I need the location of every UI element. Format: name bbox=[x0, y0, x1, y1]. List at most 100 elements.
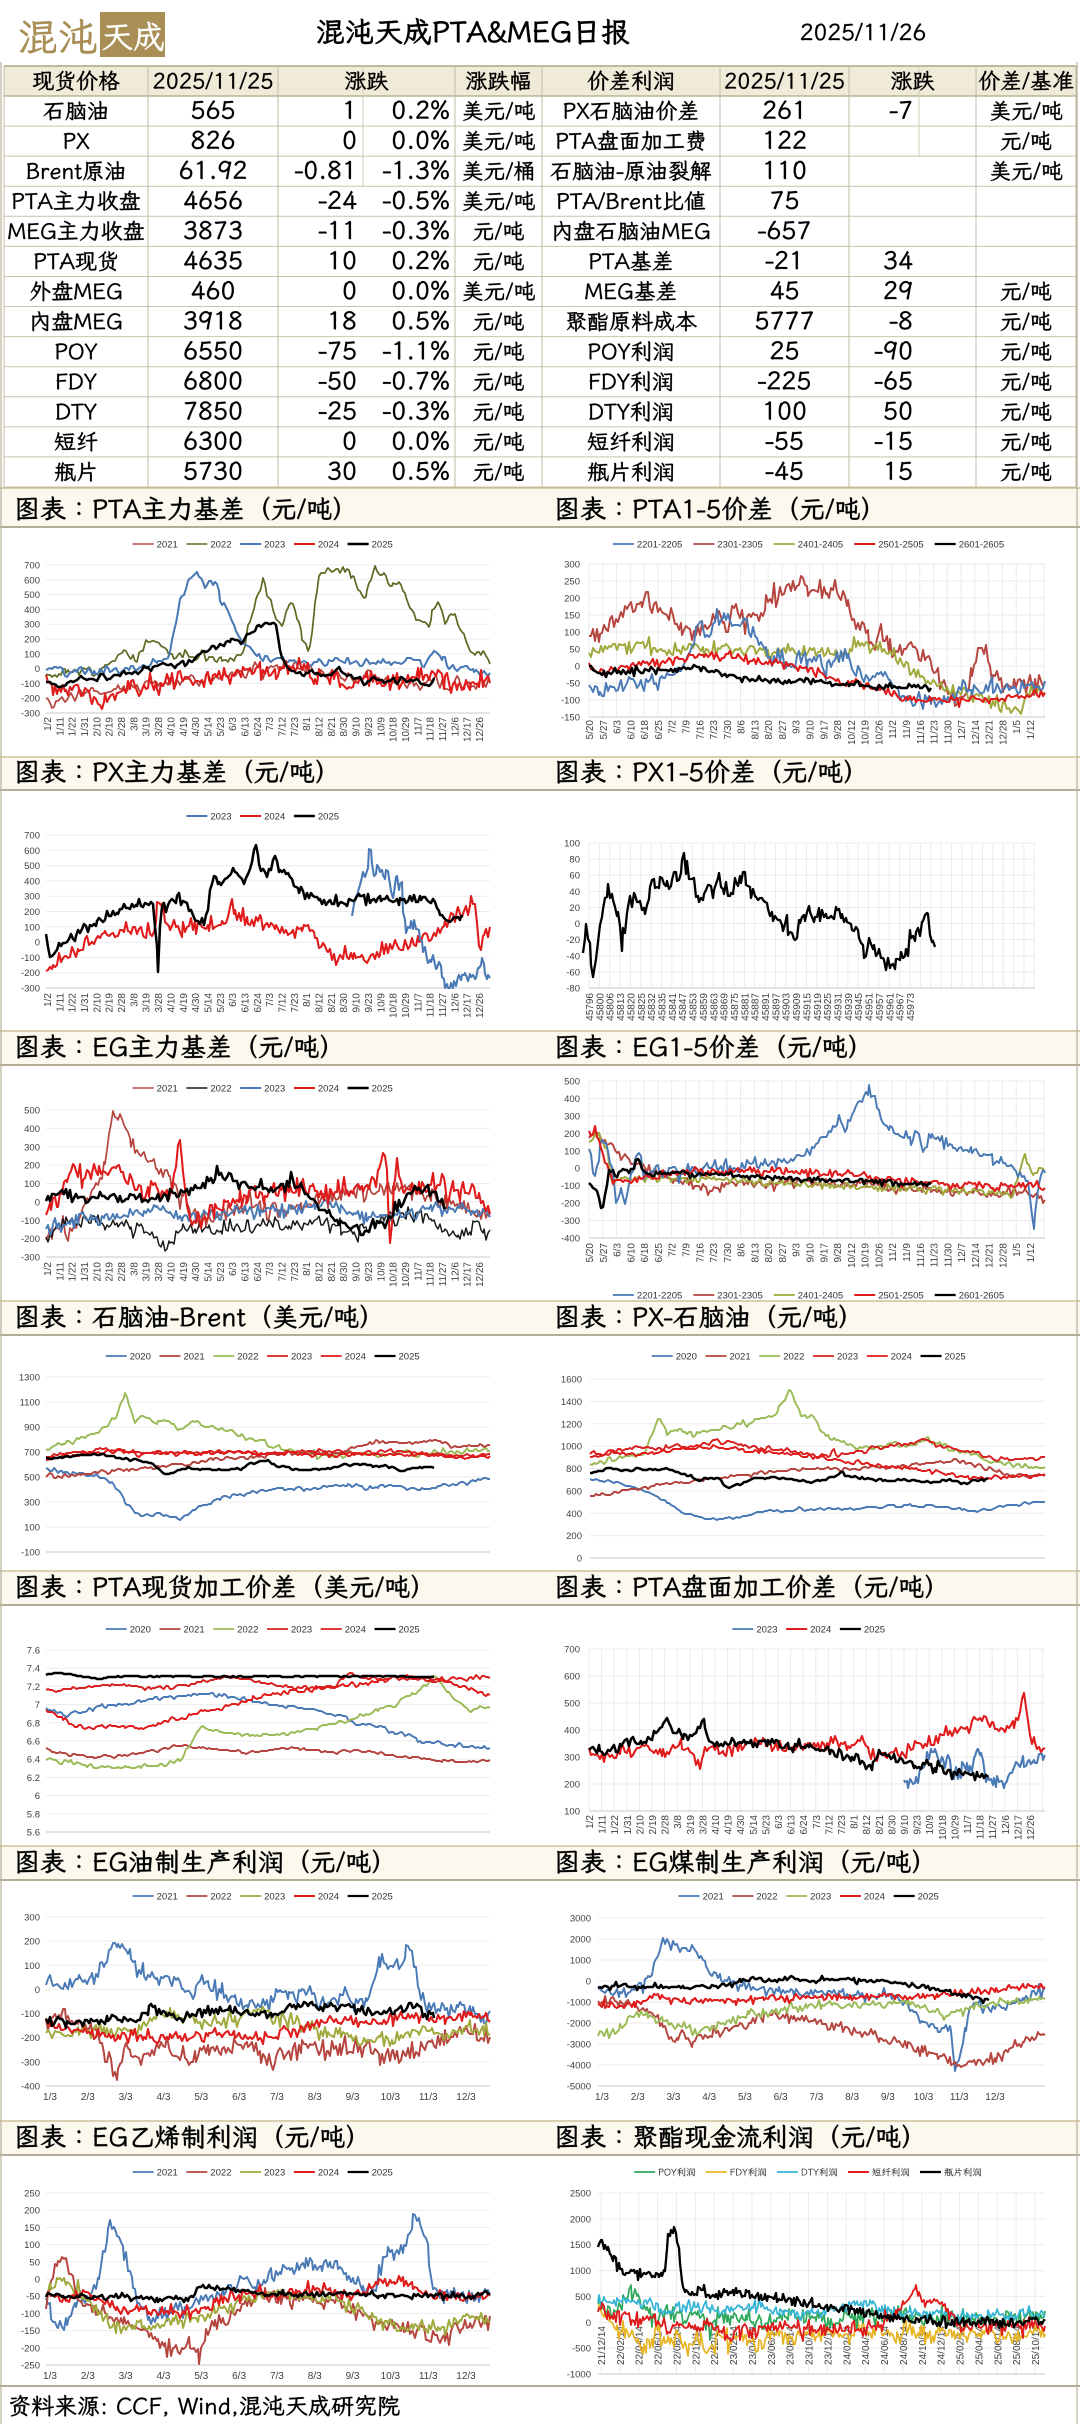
svg-text:6/13: 6/13 bbox=[787, 1815, 798, 1835]
svg-text:12/26: 12/26 bbox=[475, 717, 486, 742]
svg-text:6/18: 6/18 bbox=[640, 720, 651, 740]
svg-text:-100: -100 bbox=[21, 679, 40, 690]
svg-text:24/08/14: 24/08/14 bbox=[899, 2326, 910, 2365]
svg-text:9/10: 9/10 bbox=[352, 993, 363, 1013]
svg-text:12/17: 12/17 bbox=[463, 993, 474, 1018]
svg-text:2024: 2024 bbox=[318, 1083, 339, 1094]
svg-text:7/12: 7/12 bbox=[278, 717, 289, 737]
svg-text:45891: 45891 bbox=[761, 993, 772, 1021]
svg-text:5/27: 5/27 bbox=[599, 720, 610, 740]
svg-text:-100: -100 bbox=[561, 1181, 580, 1192]
svg-text:6/10: 6/10 bbox=[626, 1243, 637, 1263]
svg-text:5/23: 5/23 bbox=[216, 717, 227, 737]
svg-text:10/18: 10/18 bbox=[389, 1262, 400, 1287]
svg-text:2024: 2024 bbox=[318, 2167, 339, 2178]
svg-text:2025: 2025 bbox=[372, 1083, 393, 1094]
svg-text:10/29: 10/29 bbox=[401, 993, 412, 1018]
svg-text:10/26: 10/26 bbox=[874, 720, 885, 745]
svg-text:12/7: 12/7 bbox=[957, 720, 968, 740]
svg-text:-500: -500 bbox=[572, 2344, 591, 2355]
svg-text:8/3: 8/3 bbox=[308, 2092, 322, 2103]
svg-text:7.6: 7.6 bbox=[27, 1646, 40, 1657]
svg-text:7/30: 7/30 bbox=[723, 1243, 734, 1263]
svg-text:11/9: 11/9 bbox=[902, 1243, 913, 1262]
svg-text:8/21: 8/21 bbox=[327, 993, 338, 1013]
svg-text:25/04/14: 25/04/14 bbox=[974, 2326, 985, 2365]
svg-text:11/27: 11/27 bbox=[438, 993, 449, 1018]
svg-text:-2000: -2000 bbox=[567, 2019, 591, 2030]
svg-text:2/3: 2/3 bbox=[631, 2092, 645, 2103]
svg-text:7/2: 7/2 bbox=[668, 1243, 679, 1257]
svg-text:2022: 2022 bbox=[756, 1891, 777, 1902]
svg-text:2025: 2025 bbox=[318, 811, 339, 822]
svg-text:1/31: 1/31 bbox=[80, 1262, 91, 1282]
svg-text:2024: 2024 bbox=[810, 1624, 831, 1635]
svg-text:10/9: 10/9 bbox=[376, 1262, 387, 1282]
svg-text:7/9: 7/9 bbox=[681, 1243, 692, 1257]
svg-text:45841: 45841 bbox=[668, 993, 679, 1021]
svg-text:22/08/14: 22/08/14 bbox=[672, 2326, 683, 2365]
svg-text:1/2: 1/2 bbox=[43, 717, 54, 731]
svg-text:100: 100 bbox=[564, 628, 580, 639]
svg-text:-250: -250 bbox=[21, 2361, 40, 2372]
svg-text:11/30: 11/30 bbox=[943, 1243, 954, 1268]
svg-text:6.4: 6.4 bbox=[27, 1755, 40, 1766]
svg-text:2023: 2023 bbox=[264, 2167, 285, 2178]
svg-text:45903: 45903 bbox=[782, 993, 793, 1021]
svg-text:0: 0 bbox=[577, 1554, 582, 1565]
svg-text:11/3: 11/3 bbox=[419, 2092, 438, 2103]
svg-text:9/28: 9/28 bbox=[833, 1243, 844, 1263]
svg-text:23/12/14: 23/12/14 bbox=[823, 2326, 834, 2365]
svg-text:6/3: 6/3 bbox=[613, 1243, 624, 1257]
svg-text:12/3: 12/3 bbox=[456, 2371, 476, 2382]
svg-text:6/13: 6/13 bbox=[240, 717, 251, 737]
svg-text:-200: -200 bbox=[21, 968, 40, 979]
svg-text:100: 100 bbox=[24, 649, 40, 660]
svg-text:6/3: 6/3 bbox=[228, 1262, 239, 1276]
svg-text:2022: 2022 bbox=[237, 1624, 258, 1635]
svg-text:2021: 2021 bbox=[157, 1891, 178, 1902]
svg-text:9/3: 9/3 bbox=[881, 2092, 895, 2103]
svg-text:1/5: 1/5 bbox=[1012, 1243, 1023, 1257]
svg-text:25/10/14: 25/10/14 bbox=[1031, 2326, 1042, 2365]
svg-text:12/21: 12/21 bbox=[985, 1243, 996, 1268]
svg-text:2021: 2021 bbox=[183, 1624, 204, 1635]
svg-text:200: 200 bbox=[564, 1129, 580, 1140]
svg-text:10/3: 10/3 bbox=[914, 2092, 934, 2103]
svg-text:11/7: 11/7 bbox=[963, 1815, 974, 1834]
svg-text:5/3: 5/3 bbox=[194, 2371, 208, 2382]
svg-text:500: 500 bbox=[564, 1077, 580, 1088]
svg-text:3/19: 3/19 bbox=[686, 1815, 697, 1835]
svg-text:10/18: 10/18 bbox=[389, 717, 400, 742]
svg-text:12/17: 12/17 bbox=[463, 717, 474, 742]
svg-text:9/10: 9/10 bbox=[352, 1262, 363, 1282]
svg-text:11/7: 11/7 bbox=[413, 1262, 424, 1281]
svg-text:9/3: 9/3 bbox=[346, 2092, 360, 2103]
svg-text:300: 300 bbox=[564, 1753, 580, 1764]
svg-text:10/29: 10/29 bbox=[950, 1815, 961, 1840]
svg-text:9/23: 9/23 bbox=[364, 717, 375, 737]
svg-text:300: 300 bbox=[564, 1111, 580, 1122]
svg-text:45806: 45806 bbox=[606, 993, 617, 1021]
svg-text:1/11: 1/11 bbox=[598, 1815, 609, 1834]
svg-text:12/14: 12/14 bbox=[971, 720, 982, 745]
svg-text:0: 0 bbox=[35, 1985, 40, 1996]
svg-text:7/3: 7/3 bbox=[812, 1815, 823, 1829]
svg-text:7/30: 7/30 bbox=[723, 720, 734, 740]
svg-text:4/19: 4/19 bbox=[179, 1262, 190, 1282]
svg-text:100: 100 bbox=[24, 1961, 40, 1972]
svg-text:12/3: 12/3 bbox=[985, 2092, 1005, 2103]
svg-text:8/1: 8/1 bbox=[302, 993, 313, 1007]
svg-text:2025: 2025 bbox=[372, 1891, 393, 1902]
svg-text:500: 500 bbox=[575, 2292, 591, 2303]
svg-text:2601-2605: 2601-2605 bbox=[959, 539, 1004, 550]
svg-text:7/9: 7/9 bbox=[681, 720, 692, 734]
svg-text:4/10: 4/10 bbox=[166, 717, 177, 737]
svg-text:1/11: 1/11 bbox=[55, 993, 66, 1012]
svg-text:6/25: 6/25 bbox=[654, 720, 665, 740]
svg-text:9/28: 9/28 bbox=[833, 720, 844, 740]
svg-text:2/19: 2/19 bbox=[105, 717, 116, 737]
svg-text:11/18: 11/18 bbox=[426, 717, 437, 742]
svg-text:2023: 2023 bbox=[264, 1083, 285, 1094]
svg-text:4/3: 4/3 bbox=[157, 2371, 171, 2382]
